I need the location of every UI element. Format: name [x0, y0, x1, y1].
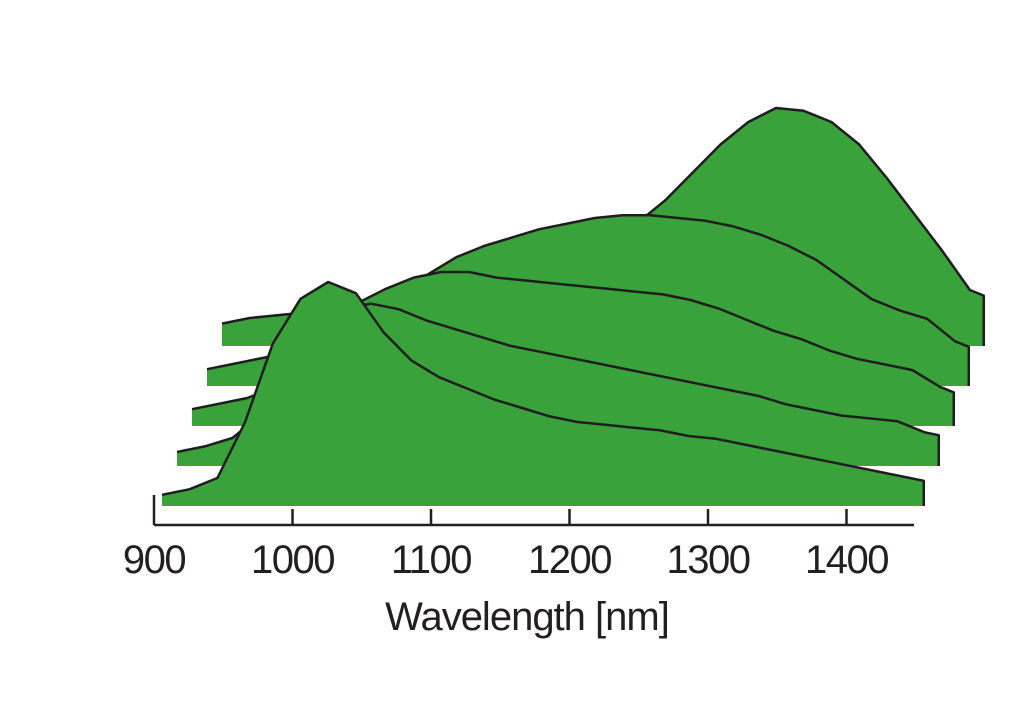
spectra-areas: [161, 106, 986, 507]
x-axis-title: Wavelength [nm]: [385, 595, 669, 639]
x-tick-label: 1000: [251, 538, 334, 582]
spectrum-trace: [161, 280, 926, 507]
spectrum-line: [161, 280, 926, 507]
x-tick-label: 1300: [667, 538, 750, 582]
x-tick-label: 1100: [391, 538, 471, 582]
x-axis: 900 1000 1100 1200 1300 1400: [123, 495, 914, 582]
x-tick-label: 900: [123, 538, 185, 582]
x-tick-label: 1200: [528, 538, 611, 582]
x-tick-label: 1400: [805, 538, 888, 582]
spectrum-area: [162, 282, 924, 506]
